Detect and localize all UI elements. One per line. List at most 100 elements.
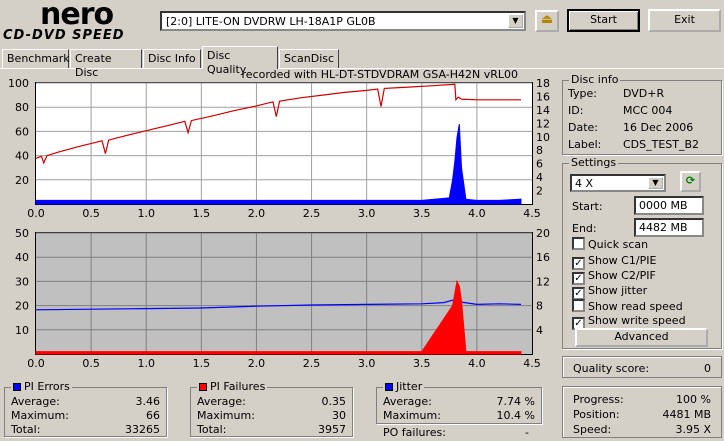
y-left-tick-label: 10 bbox=[15, 324, 29, 337]
pi-errors-total-label: Total: bbox=[11, 423, 41, 436]
eject-icon: ⏏ bbox=[540, 12, 554, 27]
jitter-maximum-label: Maximum: bbox=[383, 409, 441, 422]
position-value: 4481 MB bbox=[662, 408, 711, 421]
x-tick-label: 0.5 bbox=[82, 357, 100, 370]
tab-create-disc[interactable]: Create Disc bbox=[70, 49, 142, 79]
write-speed-series bbox=[35, 83, 521, 165]
y-right-tick-label: 8 bbox=[536, 144, 543, 157]
tab-panel bbox=[0, 68, 724, 441]
chevron-down-icon[interactable]: ▼ bbox=[508, 14, 523, 28]
show-jitter-checkbox[interactable]: ✓ Show jitter bbox=[572, 284, 647, 300]
x-tick-label: 3.5 bbox=[413, 207, 431, 220]
y-right-tick-label: 8 bbox=[536, 300, 543, 313]
checkbox-box[interactable] bbox=[572, 237, 585, 250]
pi-failures-color-square bbox=[199, 383, 207, 391]
checkmark-icon[interactable]: ✓ bbox=[572, 272, 585, 285]
quality-score-value: 0 bbox=[704, 362, 711, 375]
drive-select[interactable]: [2:0] LITE-ON DVDRW LH-18A1P GL0B ▼ bbox=[160, 11, 526, 31]
y-right-tick-label: 4 bbox=[536, 324, 543, 337]
checkbox-box[interactable] bbox=[572, 299, 585, 312]
show-c2-pif-checkbox[interactable]: ✓ Show C2/PIF bbox=[572, 269, 656, 285]
tab-benchmark[interactable]: Benchmark bbox=[2, 49, 70, 68]
disc-info-group: Disc info Type: DVD+R ID: MCC 004 Date: … bbox=[562, 74, 722, 155]
x-tick-label: 2.0 bbox=[248, 357, 266, 370]
y-left-tick-label: 40 bbox=[15, 251, 29, 264]
checkmark-icon[interactable]: ✓ bbox=[572, 257, 585, 270]
x-tick-label: 1.5 bbox=[193, 357, 211, 370]
end-input[interactable]: 4482 MB bbox=[634, 218, 704, 237]
x-tick-label: 1.0 bbox=[137, 207, 155, 220]
y-left-tick-label: 100 bbox=[8, 77, 29, 90]
disc-label-label: Label: bbox=[568, 138, 602, 151]
start-button[interactable]: Start bbox=[567, 9, 640, 32]
pi-errors-maximum-value: 66 bbox=[146, 409, 160, 422]
jitter-color-square bbox=[385, 383, 393, 391]
y-right-tick-label: 16 bbox=[536, 90, 550, 103]
x-tick-label: 2.5 bbox=[303, 357, 321, 370]
po-failures-value: - bbox=[525, 426, 529, 439]
pi-errors-title: PI Errors bbox=[11, 381, 72, 393]
x-tick-label: 4.0 bbox=[468, 207, 486, 220]
speed-select[interactable]: 4 X ▼ bbox=[570, 174, 666, 192]
y-left-tick-label: 50 bbox=[15, 227, 29, 240]
quick-scan-checkbox[interactable]: Quick scan bbox=[572, 237, 648, 251]
y-right-tick-label: 2 bbox=[536, 185, 543, 198]
disc-type-label: Type: bbox=[568, 87, 597, 100]
show-write-speed-checkbox[interactable]: ✓ Show write speed bbox=[572, 314, 686, 330]
x-tick-label: 0.0 bbox=[27, 207, 45, 220]
cd-dvd-speed-logo: CD-DVD SPEED bbox=[3, 28, 125, 43]
eject-button[interactable]: ⏏ bbox=[535, 10, 559, 32]
show-c1-pie-checkbox[interactable]: ✓ Show C1/PIE bbox=[572, 254, 656, 270]
x-tick-label: 0.0 bbox=[27, 357, 45, 370]
y-right-tick-label: 20 bbox=[536, 227, 550, 240]
pi-errors-total-value: 33265 bbox=[125, 423, 160, 436]
x-tick-label: 3.0 bbox=[358, 207, 376, 220]
refresh-icon: ⟳ bbox=[685, 174, 696, 187]
tab-disc-quality[interactable]: Disc Quality bbox=[202, 46, 278, 76]
jitter-average-label: Average: bbox=[383, 395, 432, 408]
pi-chart-area bbox=[35, 82, 533, 205]
progress-value: 100 % bbox=[676, 393, 711, 406]
x-tick-label: 3.0 bbox=[358, 357, 376, 370]
advanced-button[interactable]: Advanced bbox=[575, 328, 708, 347]
settings-group: Settings 4 X ▼ ⟳ Start: 0000 MB End: 448… bbox=[562, 157, 722, 349]
x-tick-label: 2.0 bbox=[248, 207, 266, 220]
x-tick-label: 0.5 bbox=[82, 207, 100, 220]
pi-failures-group: PI Failures Average: 0.35 Maximum: 30 To… bbox=[190, 381, 353, 437]
jitter-average-value: 7.74 % bbox=[496, 395, 535, 408]
recorded-with-label: recorded with HL-DT-STDVDRAM GSA-H42N vR… bbox=[241, 68, 518, 81]
show-read-speed-checkbox[interactable]: Show read speed bbox=[572, 299, 683, 313]
jitter-title: Jitter bbox=[383, 381, 425, 393]
chevron-down-icon[interactable]: ▼ bbox=[648, 177, 663, 189]
pi-errors-series bbox=[35, 124, 522, 205]
tab-scandisc[interactable]: ScanDisc bbox=[279, 49, 339, 68]
disc-type-value: DVD+R bbox=[623, 87, 665, 100]
x-tick-label: 3.5 bbox=[413, 357, 431, 370]
disc-date-label: Date: bbox=[568, 121, 598, 134]
end-label: End: bbox=[572, 222, 597, 235]
refresh-button[interactable]: ⟳ bbox=[680, 171, 701, 192]
tab-disc-info[interactable]: Disc Info bbox=[143, 49, 201, 68]
exit-button[interactable]: Exit bbox=[648, 9, 721, 32]
x-tick-label: 2.5 bbox=[303, 207, 321, 220]
jitter-maximum-value: 10.4 % bbox=[496, 409, 535, 422]
y-right-tick-label: 14 bbox=[536, 104, 550, 117]
pi-failures-title: PI Failures bbox=[197, 381, 268, 393]
pi-failures-average-label: Average: bbox=[197, 395, 246, 408]
speed-select-value: 4 X bbox=[575, 177, 594, 190]
y-left-tick-label: 40 bbox=[15, 150, 29, 163]
disc-id-label: ID: bbox=[568, 104, 584, 117]
x-tick-label: 4.0 bbox=[468, 357, 486, 370]
y-left-tick-label: 20 bbox=[15, 174, 29, 187]
y-right-tick-label: 16 bbox=[536, 251, 550, 264]
start-input[interactable]: 0000 MB bbox=[634, 196, 704, 215]
x-tick-label: 4.5 bbox=[523, 357, 541, 370]
pi-failures-maximum-value: 30 bbox=[332, 409, 346, 422]
y-right-tick-label: 12 bbox=[536, 275, 550, 288]
speed-label: Speed: bbox=[573, 423, 612, 436]
start-label: Start: bbox=[572, 200, 603, 213]
pi-failures-total-label: Total: bbox=[197, 423, 227, 436]
nero-logo: nero bbox=[40, 0, 114, 32]
y-right-tick-label: 10 bbox=[536, 131, 550, 144]
